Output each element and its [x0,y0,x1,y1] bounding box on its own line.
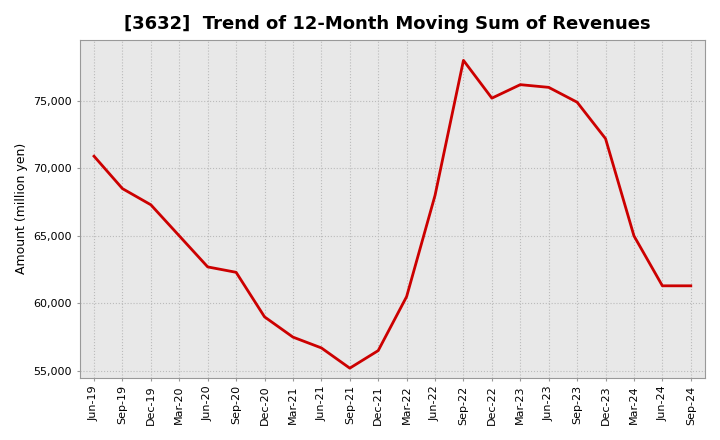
Y-axis label: Amount (million yen): Amount (million yen) [15,143,28,275]
Text: [3632]  Trend of 12-Month Moving Sum of Revenues: [3632] Trend of 12-Month Moving Sum of R… [124,15,650,33]
